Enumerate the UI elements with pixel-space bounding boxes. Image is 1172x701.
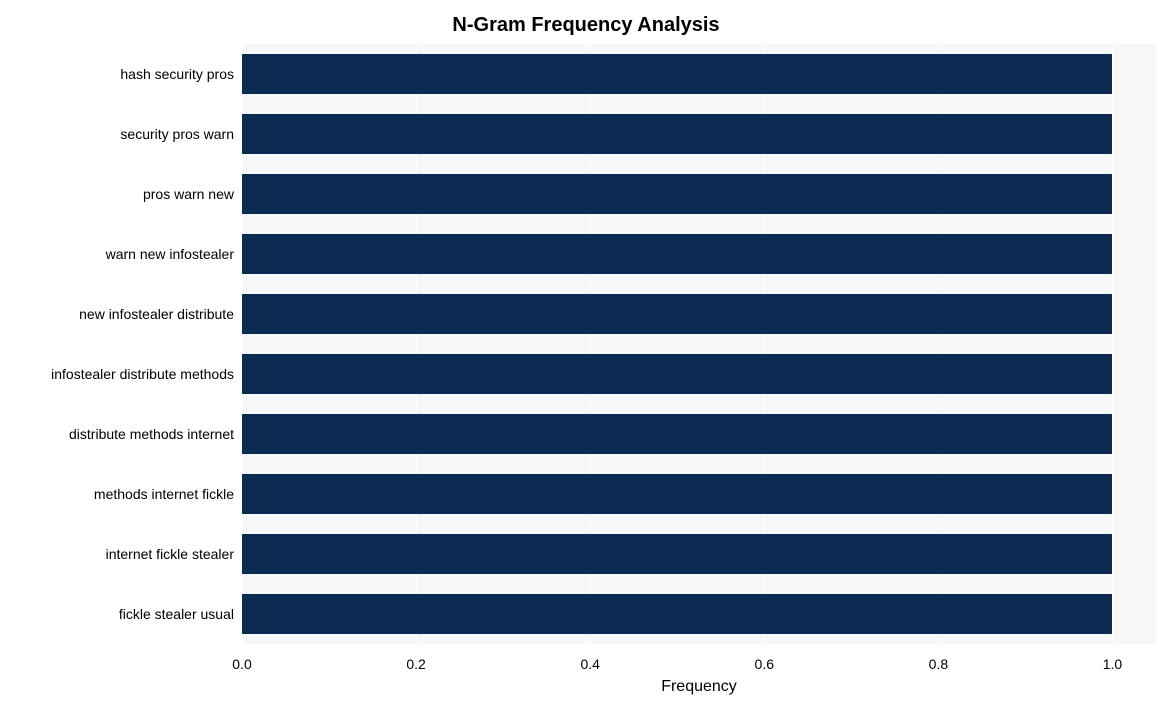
y-tick-label: methods internet fickle xyxy=(8,486,234,502)
bar xyxy=(242,534,1112,574)
y-tick-label: new infostealer distribute xyxy=(8,306,234,322)
bar-row xyxy=(242,594,1112,634)
bar-row xyxy=(242,234,1112,274)
bar xyxy=(242,474,1112,514)
bar xyxy=(242,594,1112,634)
x-tick-label: 0.6 xyxy=(755,656,774,672)
bar-row xyxy=(242,474,1112,514)
bar xyxy=(242,54,1112,94)
bar-row xyxy=(242,534,1112,574)
y-tick-label: hash security pros xyxy=(8,66,234,82)
bar xyxy=(242,414,1112,454)
bar xyxy=(242,114,1112,154)
bar-row xyxy=(242,174,1112,214)
x-tick-label: 0.2 xyxy=(406,656,425,672)
bar xyxy=(242,294,1112,334)
bar-row xyxy=(242,414,1112,454)
y-tick-label: distribute methods internet xyxy=(8,426,234,442)
y-tick-label: security pros warn xyxy=(8,126,234,142)
x-axis-ticks: 0.00.20.40.60.81.0 xyxy=(242,656,1156,676)
plot-area xyxy=(242,44,1156,644)
ngram-chart: N-Gram Frequency Analysis hash security … xyxy=(8,8,1164,693)
bar-row xyxy=(242,114,1112,154)
x-tick-label: 0.8 xyxy=(929,656,948,672)
bar-row xyxy=(242,354,1112,394)
bar xyxy=(242,234,1112,274)
x-tick-label: 0.4 xyxy=(580,656,599,672)
bar xyxy=(242,174,1112,214)
y-tick-label: warn new infostealer xyxy=(8,246,234,262)
bar-row xyxy=(242,54,1112,94)
y-axis-labels: hash security pros security pros warn pros… xyxy=(8,44,234,644)
x-tick-label: 0.0 xyxy=(232,656,251,672)
y-tick-label: fickle stealer usual xyxy=(8,606,234,622)
x-axis-label: Frequency xyxy=(242,678,1156,696)
bars-layer xyxy=(242,44,1156,644)
y-tick-label: pros warn new xyxy=(8,186,234,202)
y-tick-label: internet fickle stealer xyxy=(8,546,234,562)
x-tick-label: 1.0 xyxy=(1103,656,1122,672)
bar-row xyxy=(242,294,1112,334)
bar xyxy=(242,354,1112,394)
chart-title: N-Gram Frequency Analysis xyxy=(8,14,1164,37)
y-tick-label: infostealer distribute methods xyxy=(8,366,234,382)
